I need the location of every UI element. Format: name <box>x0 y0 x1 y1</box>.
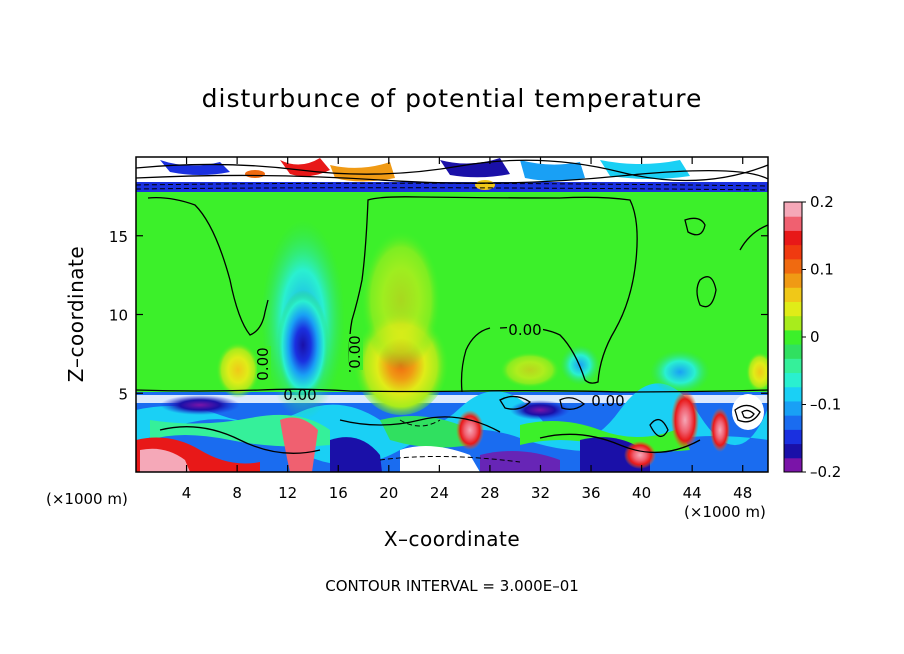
contour-interval-note: CONTOUR INTERVAL = 3.000E–01 <box>325 577 579 595</box>
colorbar-tick-label: –0.2 <box>810 463 841 481</box>
colorbar-swatch <box>784 216 802 231</box>
x-tick-label: 36 <box>581 484 600 502</box>
x-tick-label: 32 <box>531 484 550 502</box>
contour-label: 0.00 <box>591 392 624 410</box>
contour-label-bg <box>507 324 543 338</box>
contour-labels: 0.00 0.00 0.00 0.00 0.00 <box>254 321 625 410</box>
x-tick-label: 4 <box>182 484 192 502</box>
x-tick-label: 44 <box>683 484 702 502</box>
colorbar-swatch <box>784 358 802 374</box>
colorbar-swatch <box>784 457 802 473</box>
colorbar-swatch <box>784 258 802 274</box>
colorbar: 0.2 0.1 0 –0.1 –0.2 <box>783 193 841 481</box>
x-unit-label-right: (×1000 m) <box>684 503 766 521</box>
x-unit-label-left: (×1000 m) <box>46 490 128 508</box>
y-axis-label: Z–coordinate <box>64 245 88 383</box>
chart-title: disturbunce of potential temperature <box>201 84 703 113</box>
contour-label-bg <box>257 346 271 382</box>
colorbar-swatch <box>784 329 802 345</box>
contour-label: 0.00 <box>508 321 541 339</box>
x-tick-label: 40 <box>632 484 651 502</box>
colorbar-swatch <box>784 372 802 388</box>
colorbar-swatch <box>784 344 802 359</box>
x-tick-label: 12 <box>278 484 297 502</box>
x-tick-label: 28 <box>480 484 499 502</box>
colorbar-tick-label: 0 <box>810 328 820 346</box>
colorbar-swatch <box>784 315 802 331</box>
contour-label-bg <box>349 334 363 370</box>
heatmap-field <box>136 157 768 472</box>
colorbar-swatch <box>784 301 802 317</box>
contour-label: 0.00 <box>254 347 272 380</box>
colorbar-swatch <box>784 386 802 402</box>
x-tick-label: 48 <box>733 484 752 502</box>
y-tick-label: 5 <box>118 385 128 403</box>
y-axis-ticks: 5 10 15 <box>109 228 768 403</box>
x-axis-label: X–coordinate <box>383 527 521 551</box>
x-tick-label: 16 <box>329 484 348 502</box>
colorbar-swatch <box>784 415 802 430</box>
contour-label: 0.00 <box>346 335 364 368</box>
colorbar-swatch <box>784 429 802 445</box>
colorbar-swatch <box>784 443 802 459</box>
colorbar-swatch <box>784 202 802 217</box>
colorbar-swatch <box>784 230 802 246</box>
colorbar-tick-label: 0.2 <box>810 193 834 211</box>
x-tick-label: 20 <box>379 484 398 502</box>
x-tick-label: 8 <box>232 484 242 502</box>
colorbar-tick-label: –0.1 <box>810 396 841 414</box>
y-tick-label: 15 <box>109 228 128 246</box>
x-axis-ticks: 4 8 12 16 20 24 28 32 36 40 44 48 <box>182 157 752 502</box>
colorbar-tick-label: 0.1 <box>810 261 834 279</box>
y-tick-label: 10 <box>109 307 128 325</box>
colorbar-swatch <box>784 244 802 260</box>
colorbar-swatch <box>784 273 802 288</box>
x-tick-label: 24 <box>430 484 449 502</box>
colorbar-swatch <box>784 400 802 416</box>
contour-label: 0.00 <box>283 386 316 404</box>
colorbar-swatch <box>784 287 802 302</box>
